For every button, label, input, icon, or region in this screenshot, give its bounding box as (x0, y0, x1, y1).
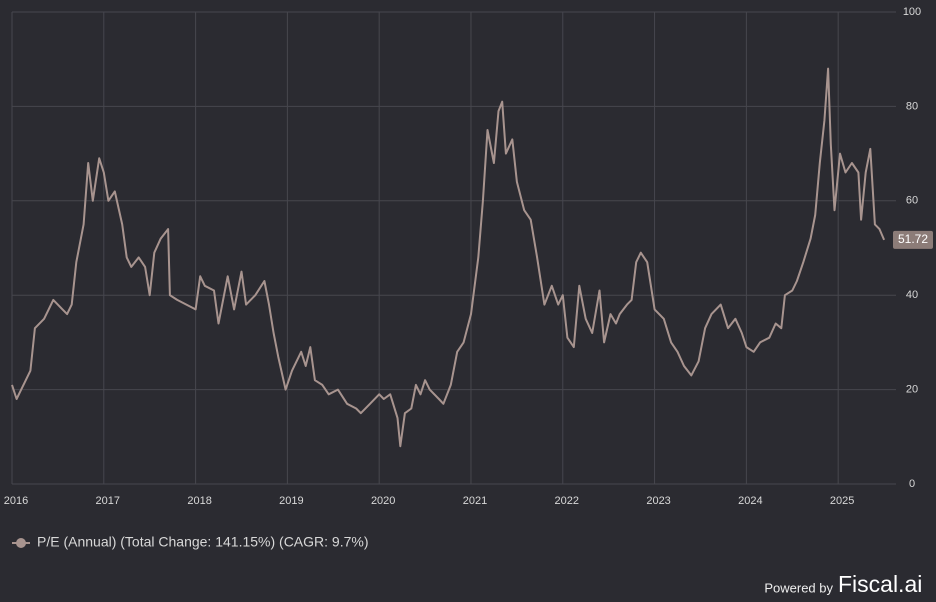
x-tick-label: 2023 (646, 495, 670, 507)
x-tick-label: 2022 (555, 495, 579, 507)
brand: Fiscal.ai (838, 571, 922, 597)
last-value-box (893, 230, 933, 249)
y-tick-label: 20 (906, 384, 918, 396)
y-tick-label: 60 (906, 195, 918, 207)
series-line (11, 67, 886, 448)
x-tick-label: 2021 (463, 495, 487, 507)
y-tick-label: 80 (906, 100, 918, 112)
x-tick-label: 2024 (738, 495, 762, 507)
x-tick-label: 2025 (830, 495, 854, 507)
x-tick-label: 2019 (279, 495, 303, 507)
x-tick-label: 2017 (96, 495, 120, 507)
y-tick-label: 100 (903, 6, 921, 18)
legend-label: P/E (Annual) (Total Change: 141.15%) (CA… (37, 534, 369, 550)
x-tick-label: 2020 (371, 495, 395, 507)
last-value-label: 51.72 (898, 232, 928, 246)
powered-by: Powered by (764, 580, 833, 595)
x-tick-label: 2016 (4, 495, 28, 507)
y-tick-label: 0 (909, 478, 915, 490)
y-tick-label: 40 (906, 289, 918, 301)
x-tick-label: 2018 (187, 495, 211, 507)
